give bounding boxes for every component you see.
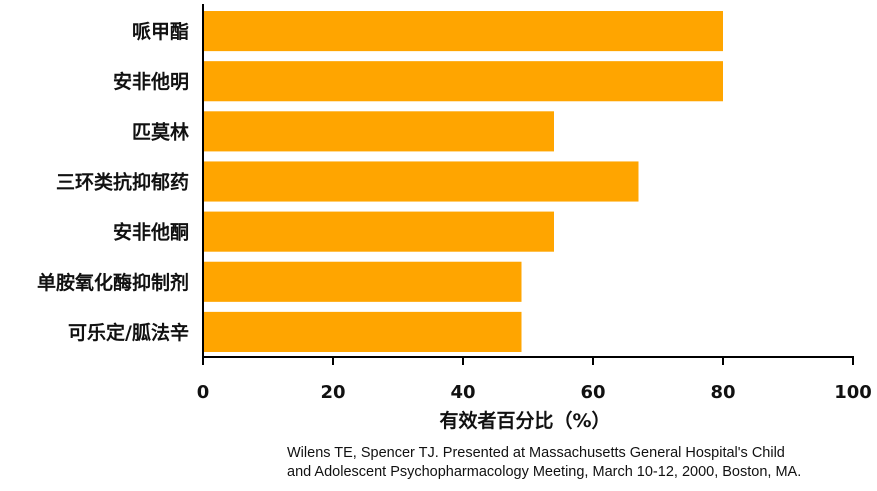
category-label-3: 三环类抗抑郁药 xyxy=(56,171,189,194)
bar-6 xyxy=(203,311,522,352)
category-label-0: 哌甲酯 xyxy=(132,20,189,43)
category-label-2: 匹莫林 xyxy=(132,120,189,143)
category-label-4: 安非他酮 xyxy=(113,221,189,244)
x-tick-label-1: 20 xyxy=(320,382,345,403)
x-tick-label-4: 80 xyxy=(710,382,735,403)
x-axis-ticks: 0 20 40 60 80 100 xyxy=(197,357,872,403)
bar-1 xyxy=(203,61,723,102)
x-axis-title: 有效者百分比（%） xyxy=(439,409,610,432)
x-tick-label-2: 40 xyxy=(450,382,475,403)
source-line-2: and Adolescent Psychopharmacology Meetin… xyxy=(287,464,802,480)
bars-group xyxy=(203,11,723,352)
bar-5 xyxy=(203,261,522,302)
category-label-5: 单胺氧化酶抑制剂 xyxy=(37,271,189,294)
x-tick-label-0: 0 xyxy=(197,382,210,403)
bar-0 xyxy=(203,11,723,52)
category-label-1: 安非他明 xyxy=(113,70,189,93)
source-citation: Wilens TE, Spencer TJ. Presented at Mass… xyxy=(287,444,872,482)
x-tick-label-5: 100 xyxy=(834,382,872,403)
x-tick-label-3: 60 xyxy=(580,382,605,403)
bar-3 xyxy=(203,161,639,202)
bar-4 xyxy=(203,211,554,252)
category-label-6: 可乐定/胍法辛 xyxy=(68,321,189,344)
bar-2 xyxy=(203,111,554,152)
source-line-1: Wilens TE, Spencer TJ. Presented at Mass… xyxy=(287,445,785,461)
